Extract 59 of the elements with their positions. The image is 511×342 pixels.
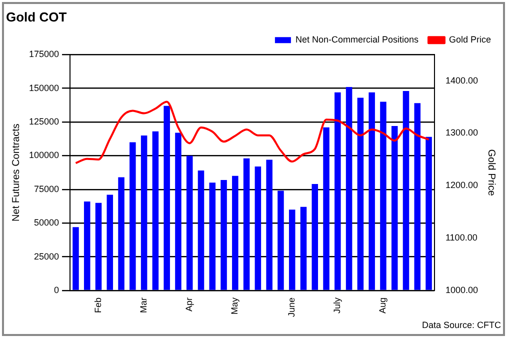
bar	[175, 132, 182, 290]
y2-tick-label: 1000.00	[445, 284, 478, 295]
y-tick-label: 25000	[34, 251, 60, 262]
legend-label: Gold Price	[448, 34, 492, 45]
x-tick-label: July	[332, 296, 342, 314]
y-tick-label: 150000	[28, 82, 60, 93]
bar	[266, 160, 272, 290]
x-tick-label: Aug	[378, 297, 388, 314]
bar	[278, 190, 284, 290]
y2-tick-label: 1400.00	[445, 75, 478, 86]
x-tick-label: Mar	[138, 297, 149, 313]
x-tick-label: May	[230, 296, 240, 314]
bar	[243, 158, 250, 290]
x-tick-label: Feb	[92, 297, 103, 313]
y-tick-label: 75000	[34, 184, 60, 194]
chart-title: Gold COT	[6, 9, 67, 24]
line-series	[74, 100, 430, 164]
y-tick-label: 125000	[28, 116, 60, 126]
bar	[357, 98, 364, 290]
bar	[220, 180, 227, 290]
bar	[232, 176, 238, 290]
y2-axis-title: Gold Price	[485, 149, 496, 196]
bar	[380, 102, 386, 290]
bar	[164, 106, 170, 290]
y-tick-label: 175000	[28, 49, 60, 60]
bar	[323, 127, 330, 290]
bar	[209, 182, 216, 290]
y2-tick-label: 1200.00	[445, 180, 478, 190]
legend-label: Net Non-Commercial Positions	[295, 34, 419, 45]
bar	[140, 135, 148, 290]
bar	[368, 92, 375, 290]
bar	[414, 103, 421, 290]
y-tick-label: 0	[54, 284, 60, 295]
x-tick-label: Apr	[184, 297, 194, 312]
bar	[334, 92, 341, 290]
bar	[186, 156, 193, 290]
bar	[312, 184, 318, 290]
y2-tick-label: 1300.00	[445, 128, 478, 138]
bar	[288, 210, 296, 290]
bar	[198, 170, 204, 290]
bar	[106, 194, 114, 290]
y-axis-title: Net Futures Contracts	[10, 124, 22, 222]
bar	[152, 131, 159, 290]
bar	[72, 227, 79, 290]
source-note: Data Source: CFTC	[422, 320, 501, 330]
bar	[300, 206, 307, 290]
bar	[130, 142, 136, 290]
bar	[118, 177, 124, 290]
y-tick-label: 100000	[28, 150, 60, 160]
bar	[346, 86, 352, 290]
bar	[402, 90, 410, 290]
bar	[84, 202, 90, 290]
y-tick-label: 50000	[34, 218, 60, 228]
bar	[391, 126, 398, 290]
bar	[426, 136, 432, 290]
bar	[95, 202, 102, 290]
y2-tick-label: 1100.00	[445, 232, 478, 243]
bar	[254, 166, 262, 290]
x-tick-label: June	[286, 297, 297, 318]
